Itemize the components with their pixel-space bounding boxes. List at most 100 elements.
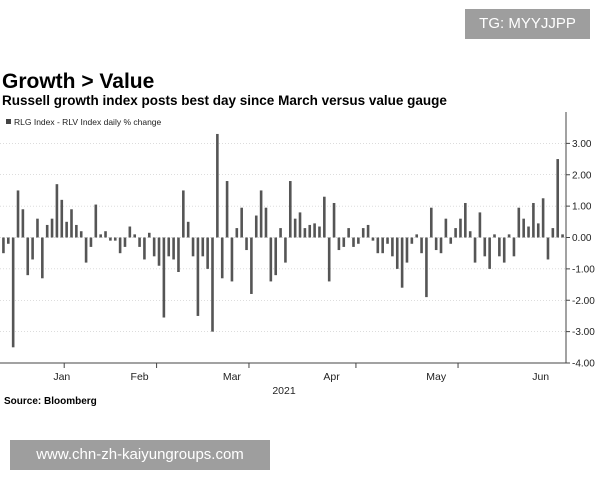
bar — [259, 190, 263, 238]
y-tick-label: 3.00 — [572, 139, 592, 150]
x-tick-label: Jun — [532, 371, 549, 383]
bar — [410, 237, 414, 244]
bar — [507, 234, 511, 238]
y-tick-label: 1.00 — [572, 202, 592, 213]
bar — [264, 207, 268, 238]
bar — [36, 218, 39, 238]
bar — [245, 237, 248, 251]
bar — [152, 237, 156, 257]
bar — [75, 224, 78, 238]
x-tick-label: Apr — [323, 371, 340, 383]
bar — [60, 199, 64, 238]
bar — [488, 237, 491, 269]
bar — [274, 237, 278, 276]
chart-title: Growth > Value — [2, 70, 155, 93]
bar — [26, 237, 30, 276]
bar — [332, 202, 336, 238]
bar — [313, 223, 316, 238]
bar — [162, 237, 166, 318]
bar — [79, 231, 83, 238]
bar — [434, 237, 438, 251]
bar — [449, 237, 453, 244]
bar — [420, 237, 423, 254]
x-tick-label: Jan — [53, 371, 70, 383]
bar — [439, 237, 443, 254]
bar — [352, 237, 355, 247]
bar — [118, 237, 122, 254]
bar — [225, 181, 229, 238]
bar — [50, 218, 54, 238]
bar — [288, 181, 292, 238]
bar — [191, 237, 195, 257]
bar — [308, 224, 312, 238]
bar — [298, 212, 302, 238]
y-tick-label: -3.00 — [572, 327, 595, 338]
bar — [318, 226, 321, 238]
bar — [99, 234, 102, 238]
bar — [323, 196, 326, 238]
bar — [386, 237, 389, 244]
bar — [41, 237, 44, 279]
y-tick-label: 2.00 — [572, 170, 592, 181]
bar — [337, 237, 341, 251]
bar — [293, 218, 297, 238]
bar — [133, 234, 137, 238]
bar — [230, 237, 234, 282]
bar — [113, 237, 117, 241]
bar — [31, 237, 34, 260]
bar — [483, 237, 487, 257]
bar — [400, 237, 404, 288]
x-tick-label: May — [426, 371, 447, 383]
bar — [123, 237, 127, 247]
bar — [425, 237, 428, 298]
bar — [478, 212, 482, 238]
bar — [89, 237, 93, 247]
bar — [415, 234, 419, 238]
bar — [21, 209, 25, 238]
bar — [522, 218, 525, 238]
bar — [391, 237, 394, 257]
bar — [546, 237, 550, 260]
bar — [70, 209, 73, 238]
y-tick-label: 0.00 — [572, 233, 592, 244]
bar — [279, 228, 282, 238]
bar — [128, 226, 132, 238]
bar — [464, 202, 467, 238]
watermark-top: TG: MYYJJPP — [465, 9, 590, 39]
chart-subtitle: Russell growth index posts best day sinc… — [2, 93, 447, 108]
chart-legend: RLG Index - RLV Index daily % change — [6, 117, 162, 127]
bar — [211, 237, 214, 332]
bar — [536, 223, 540, 238]
y-tick-label: -2.00 — [572, 296, 595, 307]
bar — [143, 237, 146, 260]
x-axis: Jan Feb Mar Apr May Jun 2021 — [0, 362, 566, 397]
bar — [366, 224, 370, 238]
bar — [381, 237, 384, 254]
bar-chart: RLG Index - RLV Index daily % change 3.0… — [0, 112, 595, 397]
x-axis-year-label: 2021 — [272, 385, 296, 397]
bar — [269, 237, 273, 282]
bar — [429, 207, 433, 238]
x-tick-label: Mar — [223, 371, 242, 383]
bar — [473, 237, 477, 263]
legend-swatch — [6, 119, 11, 124]
y-tick-label: -4.00 — [572, 359, 595, 370]
bar — [16, 190, 20, 238]
bar — [167, 237, 171, 257]
bar — [395, 237, 399, 269]
bar — [444, 218, 448, 238]
bar — [11, 237, 15, 348]
bar — [347, 228, 350, 238]
bar — [220, 237, 224, 279]
x-tick-label: Feb — [131, 371, 149, 383]
bar — [84, 237, 88, 263]
bar — [94, 204, 98, 238]
bar — [493, 234, 496, 238]
bar — [454, 228, 457, 238]
bar — [2, 237, 5, 254]
bar — [182, 190, 185, 238]
y-axis: 3.00 2.00 1.00 0.00 -1.00 -2.00 -3.00 -4.00 — [565, 112, 595, 370]
bar — [254, 215, 258, 238]
watermark-bottom: www.chn-zh-kaiyungroups.com — [10, 440, 270, 470]
bars — [2, 133, 564, 348]
